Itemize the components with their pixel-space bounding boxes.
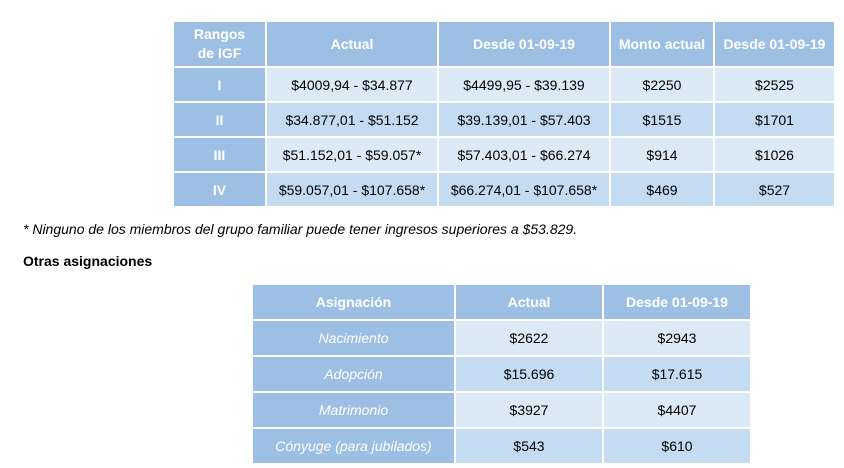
monto-desde: $527: [715, 173, 834, 206]
header-desde: Desde 01-09-19: [604, 285, 750, 319]
igf-ranges-table: Rangos de IGF Actual Desde 01-09-19 Mont…: [172, 20, 836, 208]
header-desde: Desde 01-09-19: [439, 22, 609, 66]
asignacion-actual: $2622: [456, 321, 602, 355]
rango-label: IV: [174, 173, 265, 206]
asignacion-actual: $543: [456, 429, 602, 463]
monto-desde: $1701: [715, 103, 834, 136]
rango-label: III: [174, 138, 265, 171]
asignacion-label: Adopción: [253, 357, 454, 391]
header-rangos-igf: Rangos de IGF: [174, 22, 265, 66]
rango-actual: $59.057,01 - $107.658*: [267, 173, 437, 206]
asignacion-label: Cónyuge (para jubilados): [253, 429, 454, 463]
asignacion-label: Nacimiento: [253, 321, 454, 355]
monto-actual: $2250: [611, 68, 713, 101]
rango-actual: $34.877,01 - $51.152: [267, 103, 437, 136]
rango-label: I: [174, 68, 265, 101]
header-actual: Actual: [456, 285, 602, 319]
table-row: Matrimonio $3927 $4407: [253, 393, 750, 427]
table-row: IV $59.057,01 - $107.658* $66.274,01 - $…: [174, 173, 834, 206]
monto-desde: $2525: [715, 68, 834, 101]
igf-footnote: * Ninguno de los miembros del grupo fami…: [23, 221, 578, 237]
table-row: Adopción $15.696 $17.615: [253, 357, 750, 391]
rango-actual: $51.152,01 - $59.057*: [267, 138, 437, 171]
table-row: Cónyuge (para jubilados) $543 $610: [253, 429, 750, 463]
rango-desde: $4499,95 - $39.139: [439, 68, 609, 101]
header-monto-desde: Desde 01-09-19: [715, 22, 834, 66]
header-rangos-line1: Rangos: [193, 26, 246, 42]
otras-asignaciones-heading: Otras asignaciones: [23, 253, 153, 269]
asignacion-actual: $15.696: [456, 357, 602, 391]
asignacion-desde: $17.615: [604, 357, 750, 391]
igf-table-header-row: Rangos de IGF Actual Desde 01-09-19 Mont…: [174, 22, 834, 66]
header-monto-actual: Monto actual: [611, 22, 713, 66]
monto-actual: $914: [611, 138, 713, 171]
asignacion-desde: $2943: [604, 321, 750, 355]
monto-actual: $469: [611, 173, 713, 206]
otras-asignaciones-table: Asignación Actual Desde 01-09-19 Nacimie…: [251, 283, 752, 465]
asignacion-desde: $4407: [604, 393, 750, 427]
rango-desde: $66.274,01 - $107.658*: [439, 173, 609, 206]
asignacion-actual: $3927: [456, 393, 602, 427]
rango-label: II: [174, 103, 265, 136]
asignacion-desde: $610: [604, 429, 750, 463]
header-actual: Actual: [267, 22, 437, 66]
asignacion-label: Matrimonio: [253, 393, 454, 427]
header-rangos-line2: de IGF: [197, 45, 242, 61]
rango-desde: $39.139,01 - $57.403: [439, 103, 609, 136]
table-row: III $51.152,01 - $59.057* $57.403,01 - $…: [174, 138, 834, 171]
table-row: Nacimiento $2622 $2943: [253, 321, 750, 355]
table-row: I $4009,94 - $34.877 $4499,95 - $39.139 …: [174, 68, 834, 101]
asig-table-header-row: Asignación Actual Desde 01-09-19: [253, 285, 750, 319]
table-row: II $34.877,01 - $51.152 $39.139,01 - $57…: [174, 103, 834, 136]
monto-desde: $1026: [715, 138, 834, 171]
monto-actual: $1515: [611, 103, 713, 136]
rango-desde: $57.403,01 - $66.274: [439, 138, 609, 171]
rango-actual: $4009,94 - $34.877: [267, 68, 437, 101]
header-asignacion: Asignación: [253, 285, 454, 319]
